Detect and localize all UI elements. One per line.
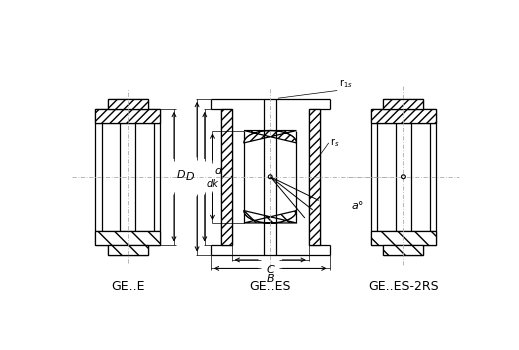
- Text: d: d: [214, 166, 221, 176]
- Text: GE..ES: GE..ES: [250, 280, 291, 293]
- Polygon shape: [221, 109, 231, 245]
- Polygon shape: [384, 245, 424, 254]
- Text: a°: a°: [351, 201, 364, 211]
- Polygon shape: [244, 131, 296, 143]
- Text: B: B: [266, 274, 274, 284]
- Text: r$_{1s}$: r$_{1s}$: [339, 77, 352, 90]
- Polygon shape: [108, 99, 148, 109]
- Text: D: D: [186, 172, 195, 182]
- Polygon shape: [384, 99, 424, 109]
- Polygon shape: [371, 109, 436, 123]
- Polygon shape: [309, 109, 320, 245]
- Polygon shape: [95, 109, 160, 123]
- Text: GE..ES-2RS: GE..ES-2RS: [368, 280, 439, 293]
- Text: C: C: [266, 265, 274, 275]
- Text: dk: dk: [207, 180, 218, 189]
- Text: r$_s$: r$_s$: [330, 136, 340, 149]
- Polygon shape: [108, 245, 148, 254]
- Text: GE..E: GE..E: [111, 280, 144, 293]
- Polygon shape: [371, 231, 436, 245]
- Polygon shape: [244, 211, 296, 223]
- Polygon shape: [95, 231, 160, 245]
- Text: D: D: [177, 170, 186, 180]
